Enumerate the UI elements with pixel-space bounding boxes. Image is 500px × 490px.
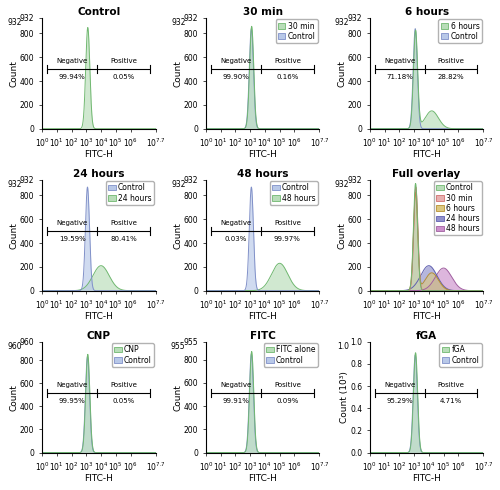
Text: Positive: Positive <box>274 220 301 226</box>
Title: 48 hours: 48 hours <box>237 169 288 179</box>
Y-axis label: Count: Count <box>174 384 182 411</box>
Text: Negative: Negative <box>220 220 252 226</box>
Title: CNP: CNP <box>87 331 111 341</box>
Title: 6 hours: 6 hours <box>404 7 448 17</box>
Text: Positive: Positive <box>110 220 137 226</box>
Legend: 30 min, Control: 30 min, Control <box>276 19 318 43</box>
Y-axis label: Count: Count <box>174 60 182 87</box>
Text: 19.59%: 19.59% <box>59 236 86 242</box>
Text: 932: 932 <box>335 18 349 27</box>
Text: Negative: Negative <box>220 58 252 64</box>
Text: 80.41%: 80.41% <box>110 236 137 242</box>
Text: 95.29%: 95.29% <box>387 398 413 404</box>
Text: 99.95%: 99.95% <box>59 398 86 404</box>
Legend: CNP, Control: CNP, Control <box>112 343 154 367</box>
Text: 0.09%: 0.09% <box>276 398 298 404</box>
X-axis label: FITC-H: FITC-H <box>84 150 114 159</box>
Y-axis label: Count: Count <box>337 60 346 87</box>
Text: Positive: Positive <box>110 58 137 64</box>
Title: Control: Control <box>77 7 120 17</box>
Legend: Control, 30 min, 6 hours, 24 hours, 48 hours: Control, 30 min, 6 hours, 24 hours, 48 h… <box>434 181 482 235</box>
Title: 24 hours: 24 hours <box>73 169 124 179</box>
Legend: Control, 48 hours: Control, 48 hours <box>270 181 318 205</box>
Title: FITC: FITC <box>250 331 276 341</box>
Text: Positive: Positive <box>274 382 301 388</box>
Text: Negative: Negative <box>384 382 416 388</box>
Text: 1.0: 1.0 <box>338 342 349 351</box>
Text: Negative: Negative <box>384 58 416 64</box>
X-axis label: FITC-H: FITC-H <box>84 474 114 483</box>
Text: Positive: Positive <box>274 58 301 64</box>
Y-axis label: Count: Count <box>10 384 18 411</box>
Title: fGA: fGA <box>416 331 437 341</box>
Text: 932: 932 <box>335 180 349 189</box>
Text: Positive: Positive <box>110 382 137 388</box>
Text: 4.71%: 4.71% <box>440 398 462 404</box>
Text: 28.82%: 28.82% <box>438 74 464 80</box>
Text: 0.03%: 0.03% <box>225 236 248 242</box>
Text: Negative: Negative <box>220 382 252 388</box>
Y-axis label: Count: Count <box>174 222 182 248</box>
X-axis label: FITC-H: FITC-H <box>412 474 441 483</box>
Text: 960: 960 <box>7 342 22 351</box>
Legend: Control, 24 hours: Control, 24 hours <box>106 181 154 205</box>
X-axis label: FITC-H: FITC-H <box>248 150 277 159</box>
Y-axis label: Count: Count <box>10 222 18 248</box>
Text: 0.05%: 0.05% <box>112 398 134 404</box>
Legend: FITC alone, Control: FITC alone, Control <box>264 343 318 367</box>
X-axis label: FITC-H: FITC-H <box>248 312 277 321</box>
Text: Negative: Negative <box>56 382 88 388</box>
X-axis label: FITC-H: FITC-H <box>412 312 441 321</box>
Y-axis label: Count: Count <box>337 222 346 248</box>
Text: 99.97%: 99.97% <box>274 236 301 242</box>
Text: 71.18%: 71.18% <box>386 74 413 80</box>
Text: Positive: Positive <box>438 58 464 64</box>
Title: 30 min: 30 min <box>242 7 282 17</box>
Text: Negative: Negative <box>56 220 88 226</box>
X-axis label: FITC-H: FITC-H <box>412 150 441 159</box>
Text: 955: 955 <box>171 342 186 351</box>
Legend: 6 hours, Control: 6 hours, Control <box>438 19 482 43</box>
Text: 99.94%: 99.94% <box>59 74 86 80</box>
Y-axis label: Count (10³): Count (10³) <box>340 371 348 423</box>
Text: Negative: Negative <box>56 58 88 64</box>
X-axis label: FITC-H: FITC-H <box>84 312 114 321</box>
Text: 932: 932 <box>171 180 186 189</box>
Y-axis label: Count: Count <box>10 60 18 87</box>
Text: 932: 932 <box>171 18 186 27</box>
Text: Positive: Positive <box>438 382 464 388</box>
Text: 99.90%: 99.90% <box>222 74 250 80</box>
Legend: fGA, Control: fGA, Control <box>440 343 482 367</box>
Title: Full overlay: Full overlay <box>392 169 460 179</box>
Text: 932: 932 <box>7 180 22 189</box>
Text: 932: 932 <box>7 18 22 27</box>
Text: 0.05%: 0.05% <box>112 74 134 80</box>
Text: 0.16%: 0.16% <box>276 74 298 80</box>
Text: 99.91%: 99.91% <box>222 398 250 404</box>
X-axis label: FITC-H: FITC-H <box>248 474 277 483</box>
